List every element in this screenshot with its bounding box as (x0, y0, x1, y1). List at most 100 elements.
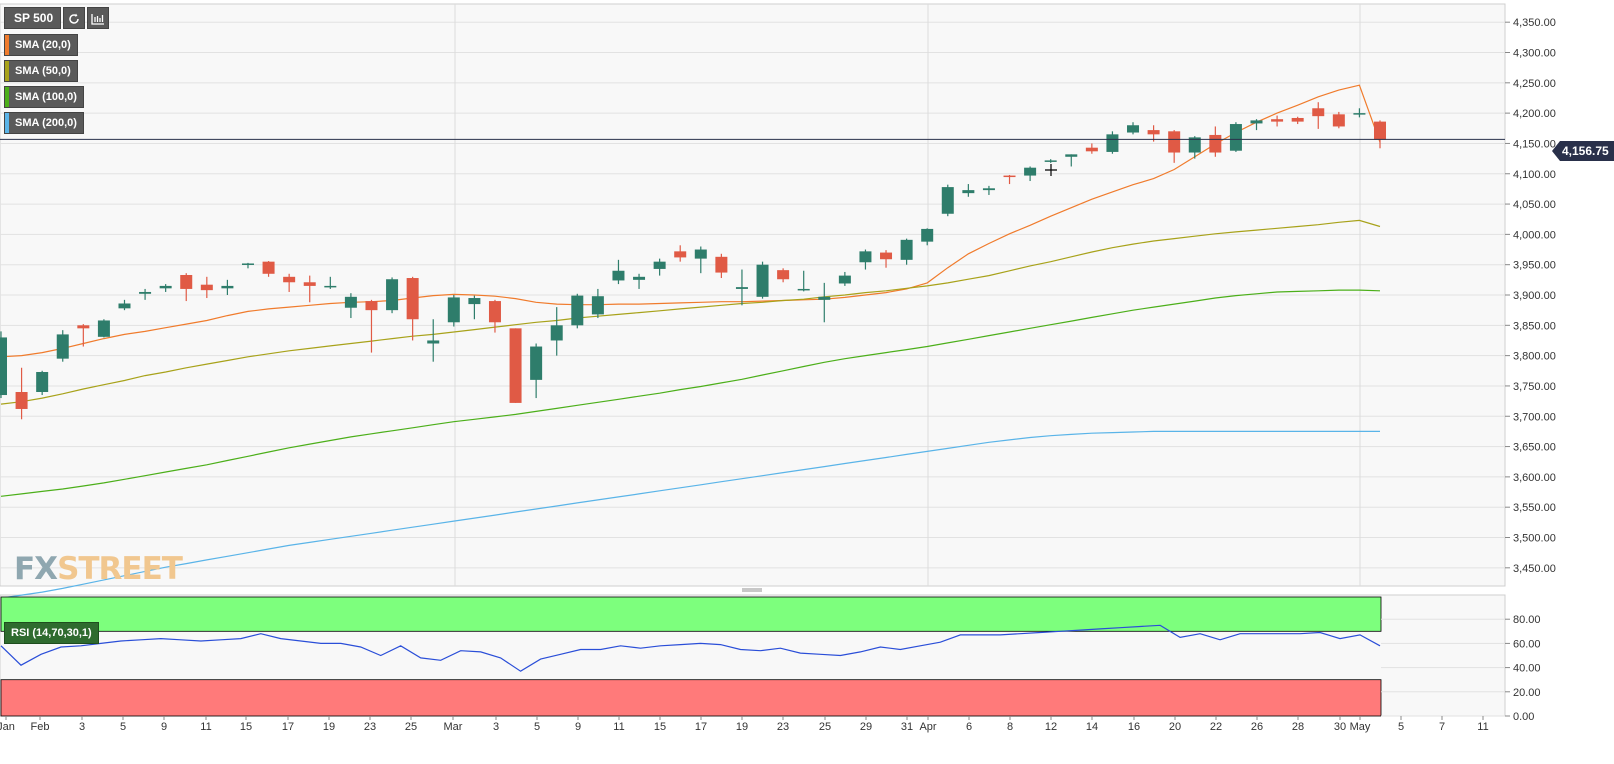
candle (488, 299, 501, 333)
candle (633, 273, 646, 289)
candle (221, 279, 234, 295)
sma200-line (0, 430, 1380, 599)
x-tick-label: 5 (534, 721, 540, 733)
y-tick-label: 3,600.00 (1513, 472, 1556, 484)
candle-body (1188, 137, 1201, 153)
sma100-line (0, 289, 1381, 497)
candle-body (1044, 160, 1057, 162)
candle-body (303, 282, 316, 286)
candle (1291, 116, 1304, 125)
candle (880, 250, 893, 268)
candle (1127, 122, 1140, 135)
candle (694, 246, 707, 274)
x-tick-label: 28 (1292, 721, 1304, 733)
legend-label: SMA (200,0) (15, 117, 77, 129)
rsi-y-tick-label: 0.00 (1513, 711, 1534, 723)
y-tick-label: 4,350.00 (1513, 17, 1556, 29)
symbol-label[interactable]: SP 500 (4, 7, 62, 29)
legend-sma-50[interactable]: SMA (50,0) (4, 60, 78, 82)
candle-body (1312, 108, 1325, 117)
candle (15, 367, 28, 420)
candle (97, 319, 110, 338)
candle-body (488, 301, 501, 323)
legend-sma-100[interactable]: SMA (100,0) (4, 86, 84, 108)
candle (303, 275, 316, 303)
x-tick-label: 17 (282, 721, 294, 733)
candle-body (797, 288, 810, 291)
y-tick-label: 4,150.00 (1513, 138, 1556, 150)
bar-chart-icon[interactable] (87, 7, 110, 29)
x-tick-label: 7 (1439, 721, 1445, 733)
legend-sma-200[interactable]: SMA (200,0) (4, 112, 84, 134)
y-tick-label: 4,050.00 (1513, 199, 1556, 211)
y-tick-label: 3,550.00 (1513, 502, 1556, 514)
y-tick-label: 4,300.00 (1513, 48, 1556, 60)
candle-body (1353, 113, 1366, 115)
candle-body (324, 285, 337, 288)
rsi-y-tick-label: 20.00 (1513, 687, 1541, 699)
candle-body (406, 278, 419, 320)
candle-body (859, 251, 872, 263)
candle (1003, 174, 1016, 185)
candle-body (694, 249, 707, 259)
y-tick-label: 3,750.00 (1513, 381, 1556, 393)
x-tick-label: 16 (1128, 721, 1140, 733)
candle-body (468, 298, 481, 305)
candle-body (1003, 175, 1016, 178)
sma20-line (0, 84, 1381, 358)
candle-body (262, 261, 275, 274)
candle-body (1106, 134, 1119, 152)
y-tick-label: 4,000.00 (1513, 229, 1556, 241)
y-tick-label: 3,450.00 (1513, 563, 1556, 575)
candle (36, 370, 49, 396)
candle-body (1127, 125, 1140, 133)
candle-body (735, 287, 748, 289)
candle-body (1374, 121, 1386, 140)
candle (180, 273, 193, 302)
axes: 4,350.00 4,300.00 4,250.00 4,200.00 4,150.00… (0, 17, 1556, 733)
candle-body (715, 256, 728, 273)
y-tick-label: 3,950.00 (1513, 260, 1556, 272)
legend-label: SMA (20,0) (15, 39, 71, 51)
candle (1168, 130, 1181, 163)
x-tick-label: 19 (736, 721, 748, 733)
y-tick-label: 3,700.00 (1513, 411, 1556, 423)
candle-body (941, 187, 954, 214)
y-tick-label: 4,100.00 (1513, 169, 1556, 181)
last-price-tag: 4,156.75 (1552, 141, 1614, 161)
candle (571, 293, 584, 329)
candle (159, 284, 172, 292)
logo-street: STREET (57, 551, 183, 587)
x-tick-label: 9 (575, 721, 581, 733)
candle (56, 330, 69, 362)
candle-body (1168, 131, 1181, 153)
candle-body (1024, 167, 1037, 176)
candle-body (77, 325, 90, 329)
x-tick-label: 23 (777, 721, 789, 733)
candle-body (15, 392, 28, 409)
candle-body (56, 334, 69, 359)
x-tick-label: Jan (0, 721, 15, 733)
candle (1044, 159, 1057, 163)
candle-body (1271, 119, 1284, 122)
x-tick-label: 22 (1210, 721, 1222, 733)
x-tick-label: 20 (1169, 721, 1181, 733)
candle-body (756, 264, 769, 297)
x-tick-label: 19 (323, 721, 335, 733)
legend-sma-20[interactable]: SMA (20,0) (4, 34, 78, 56)
crosshair-marker (1045, 164, 1057, 176)
y-tick-label: 3,500.00 (1513, 533, 1556, 545)
candle-body (283, 276, 296, 283)
candle (1229, 122, 1242, 152)
x-tick-label: 25 (819, 721, 831, 733)
refresh-icon[interactable] (63, 7, 86, 29)
rsi-label[interactable]: RSI (14,70,30,1) (4, 622, 99, 644)
candle (838, 271, 851, 286)
candle (674, 245, 687, 262)
x-tick-label: 5 (1398, 721, 1404, 733)
candle-body (530, 346, 543, 380)
candle-body (571, 295, 584, 326)
rsi-y-tick-label: 60.00 (1513, 638, 1541, 650)
x-tick-label: 3 (79, 721, 85, 733)
